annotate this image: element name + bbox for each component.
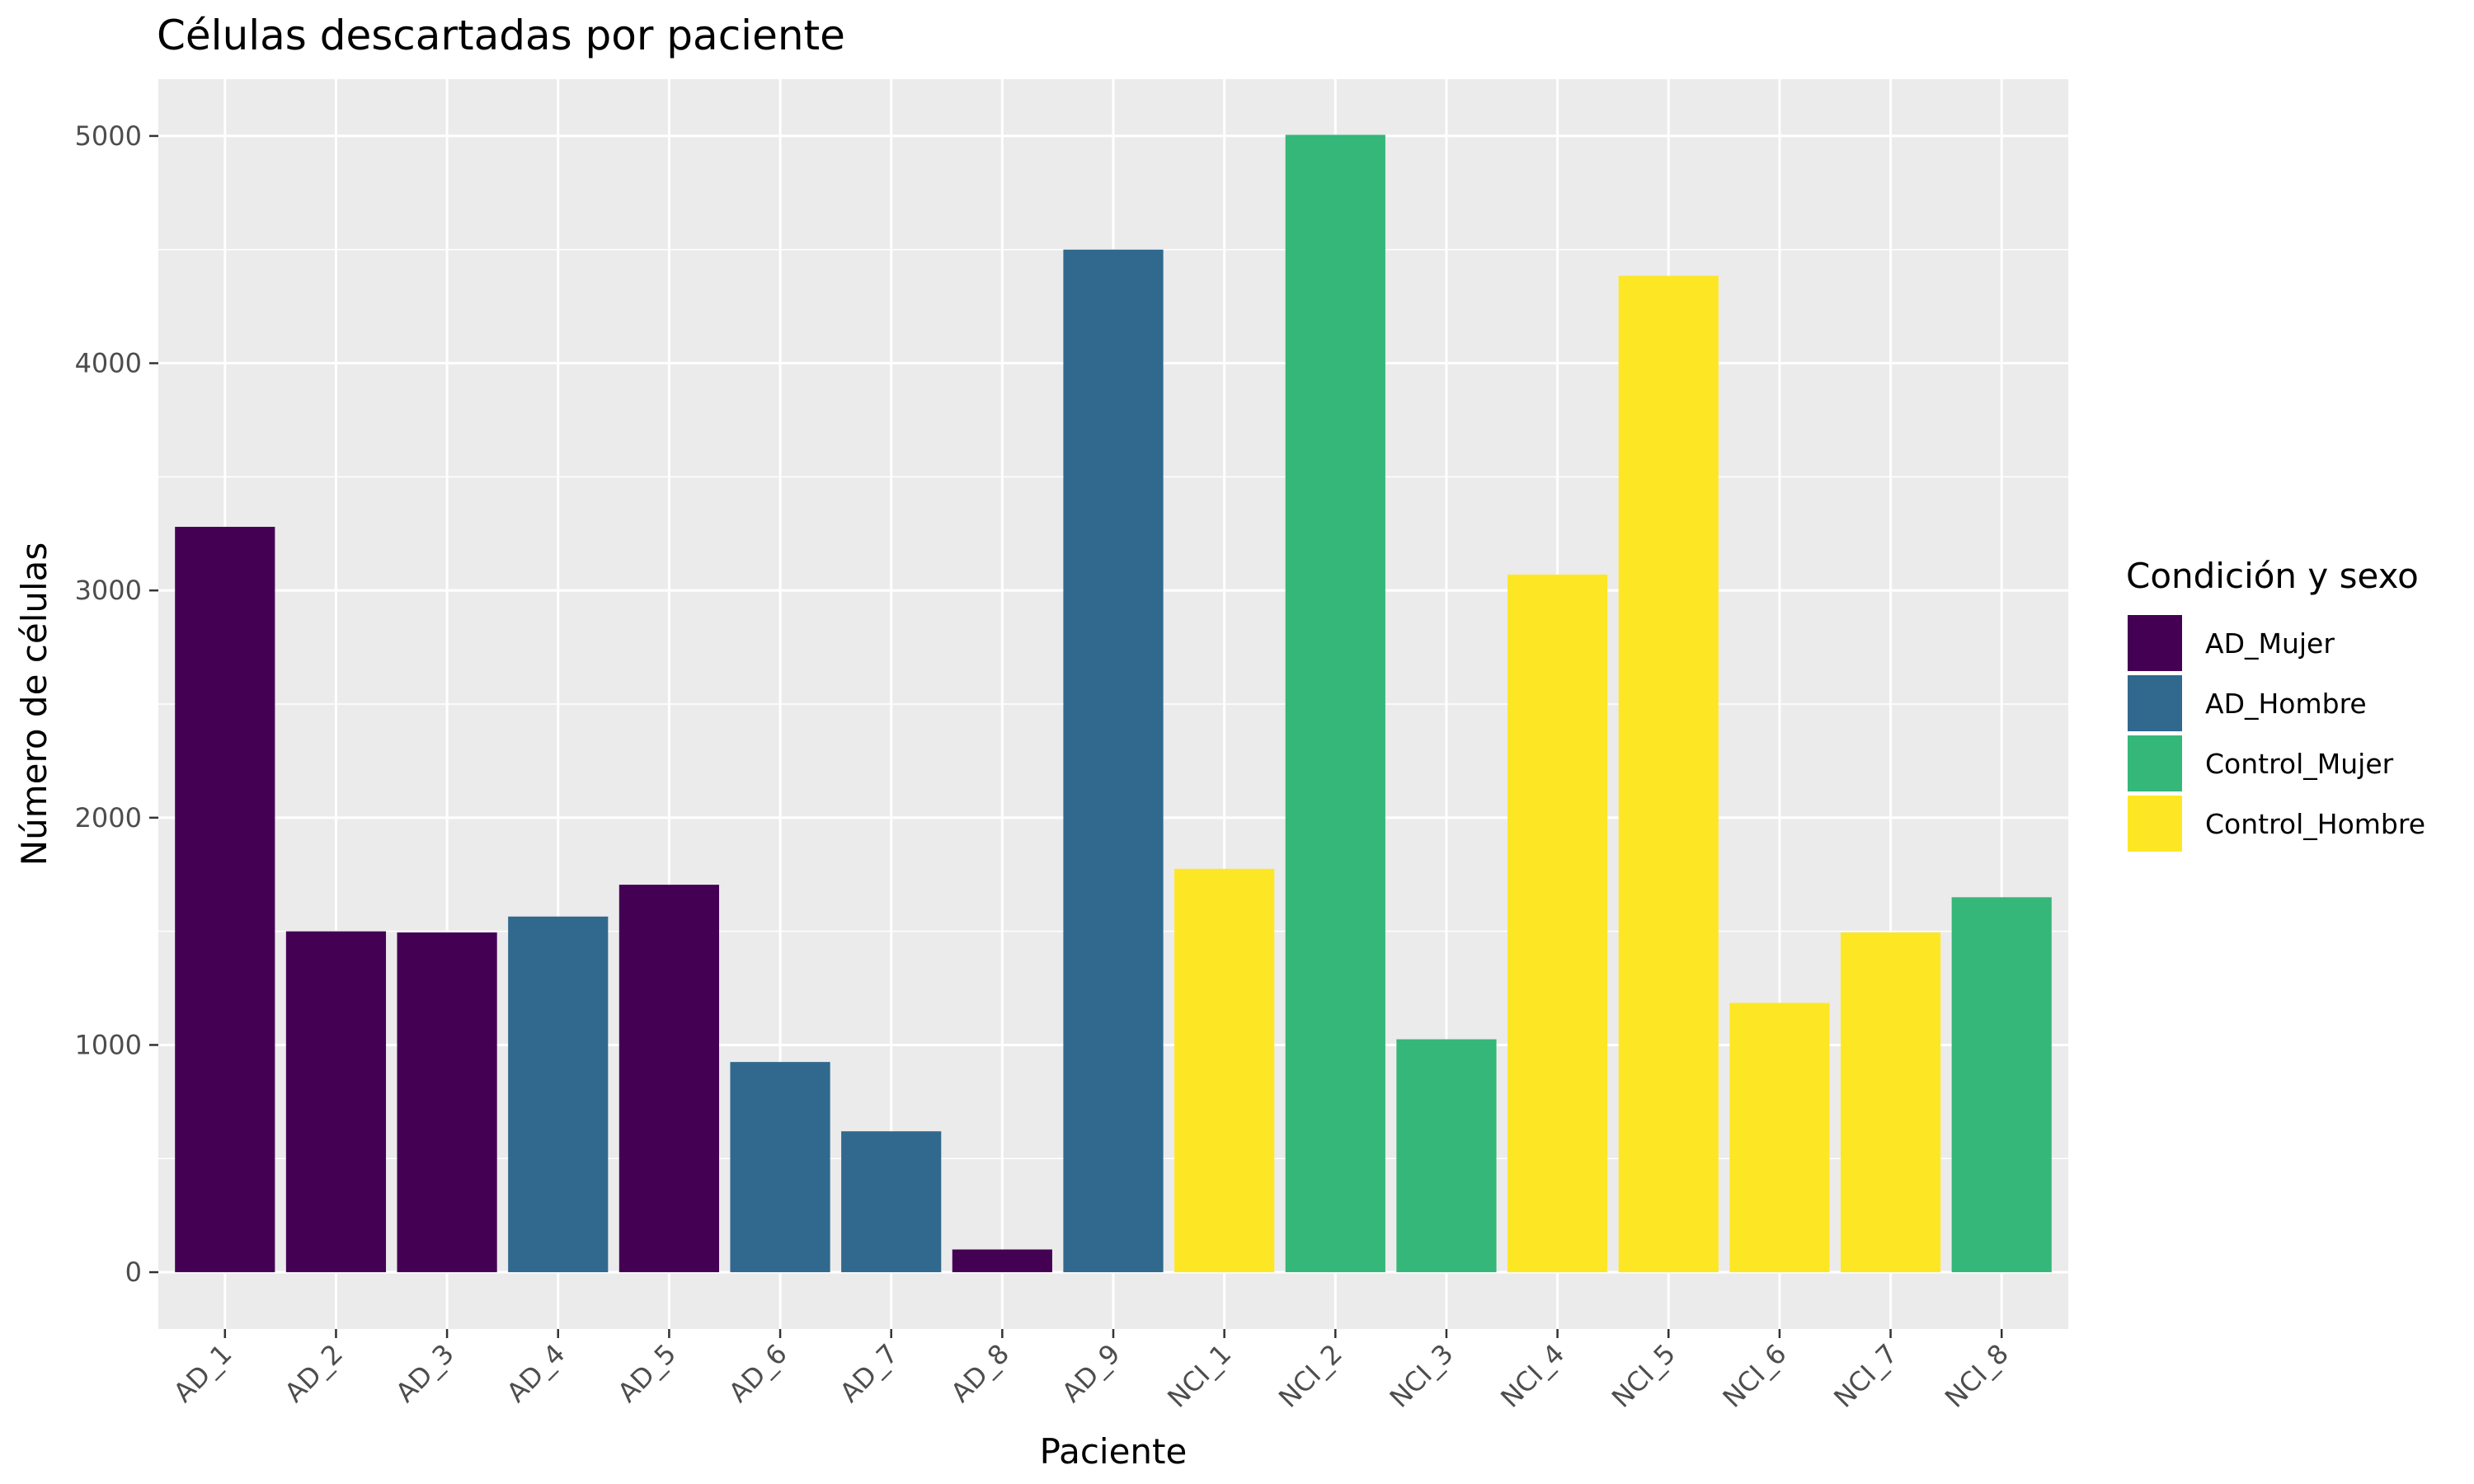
bar-nci-8 xyxy=(1951,897,2052,1273)
bar-ad-6 xyxy=(730,1062,830,1273)
y-tick-label: 1000 xyxy=(75,1029,142,1060)
legend-label: Control_Mujer xyxy=(2205,748,2394,780)
x-tick-label: NCI_8 xyxy=(1939,1338,2015,1414)
bar-nci-1 xyxy=(1174,868,1275,1273)
x-tick-label: AD_3 xyxy=(389,1338,459,1408)
legend-key-ad-mujer xyxy=(2128,615,2182,671)
bar-ad-7 xyxy=(841,1131,942,1273)
bar-nci-5 xyxy=(1618,275,1719,1273)
bar-nci-7 xyxy=(1840,932,1941,1273)
legend-title: Condición y sexo xyxy=(2126,556,2419,596)
bar-ad-2 xyxy=(285,931,387,1273)
x-tick-label: AD_2 xyxy=(279,1338,349,1408)
x-axis: AD_1 AD_2 AD_3 AD_4 AD_5 AD_6 AD_7 AD_8 AD_9 NCI_… xyxy=(167,1329,2015,1414)
legend-key-ad-hombre xyxy=(2128,675,2182,731)
bar-nci-6 xyxy=(1729,1003,1830,1273)
x-tick-label: NCI_5 xyxy=(1606,1338,1681,1414)
bar-nci-3 xyxy=(1396,1039,1497,1273)
y-axis-title: Número de células xyxy=(14,542,54,866)
legend-label: AD_Mujer xyxy=(2205,627,2335,660)
x-tick-label: NCI_3 xyxy=(1384,1338,1460,1414)
x-tick-label: AD_6 xyxy=(722,1338,793,1408)
x-tick-label: AD_4 xyxy=(501,1338,571,1408)
x-tick-label: NCI_4 xyxy=(1494,1338,1570,1414)
x-tick-label: NCI_2 xyxy=(1272,1338,1348,1414)
legend-key-control-mujer xyxy=(2128,735,2182,791)
bar-ad-1 xyxy=(175,527,275,1273)
x-axis-title: Paciente xyxy=(1040,1431,1188,1472)
bar-ad-3 xyxy=(397,932,497,1273)
x-tick-label: AD_8 xyxy=(945,1338,1015,1408)
x-tick-label: AD_7 xyxy=(834,1338,904,1408)
legend-key-control-hombre xyxy=(2128,796,2182,852)
bar-nci-2 xyxy=(1285,134,1385,1273)
bar-ad-4 xyxy=(508,916,609,1273)
bar-ad-9 xyxy=(1063,249,1164,1273)
y-tick-label: 2000 xyxy=(75,802,142,834)
legend-label: Control_Hombre xyxy=(2205,808,2425,840)
x-tick-label: AD_9 xyxy=(1056,1338,1126,1408)
chart-title: Células descartadas por paciente xyxy=(157,12,845,59)
y-tick-label: 5000 xyxy=(75,120,142,152)
x-tick-label: NCI_7 xyxy=(1827,1338,1903,1414)
bar-ad-8 xyxy=(952,1249,1052,1273)
y-tick-label: 3000 xyxy=(75,575,142,606)
y-tick-label: 4000 xyxy=(75,348,142,379)
x-tick-label: AD_5 xyxy=(612,1338,682,1408)
x-tick-label: NCI_6 xyxy=(1717,1338,1793,1414)
bar-ad-5 xyxy=(618,885,719,1273)
bars xyxy=(175,134,2052,1273)
x-tick-label: AD_1 xyxy=(167,1338,238,1408)
y-axis: 0 1000 2000 3000 4000 5000 xyxy=(75,120,158,1288)
bar-nci-4 xyxy=(1507,574,1608,1273)
y-tick-label: 0 xyxy=(125,1256,142,1288)
x-tick-label: NCI_1 xyxy=(1161,1338,1237,1414)
legend: Condición y sexo AD_Mujer AD_Hombre Contro… xyxy=(2126,556,2425,852)
legend-label: AD_Hombre xyxy=(2205,688,2367,720)
